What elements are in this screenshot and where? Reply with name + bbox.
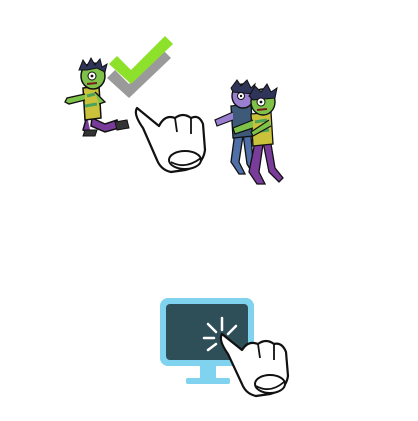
zombie-single-icon[interactable] [64,56,130,137]
tap-hand-icon [219,332,290,398]
tap-spark-icon [202,316,238,352]
tutorial-step-tap-screen [150,290,300,400]
step-tap-screen-illustration [160,298,290,398]
zombie-pair-icon[interactable] [214,79,284,185]
step-select-zombie-illustration [64,36,284,185]
tap-hand-icon [134,106,207,174]
checkmark-icon [107,36,173,98]
tutorial-step-select-zombie [55,20,315,195]
